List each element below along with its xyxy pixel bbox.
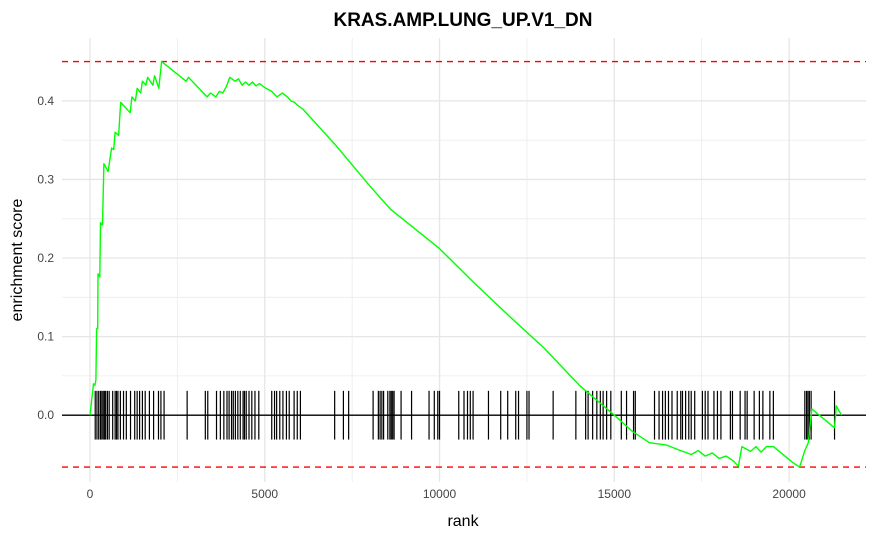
reference-lines xyxy=(62,60,866,468)
x-tick-label: 0 xyxy=(87,487,94,501)
series-layer xyxy=(89,60,843,468)
x-tick-label: 5000 xyxy=(251,487,278,501)
chart-title: KRAS.AMP.LUNG_UP.V1_DN xyxy=(333,10,592,31)
enrichment-score-line xyxy=(89,60,843,468)
tick-labels: 0 5000 10000 15000 20000 0.0 0.1 0.2 0.3 0.4 xyxy=(37,94,806,501)
x-axis-label: rank xyxy=(447,513,479,530)
y-tick-label: 0.1 xyxy=(37,330,54,344)
y-tick-label: 0.0 xyxy=(37,408,54,422)
y-tick-label: 0.2 xyxy=(37,251,54,265)
y-tick-label: 0.4 xyxy=(37,94,54,108)
y-axis-label: enrichment score xyxy=(9,199,26,322)
y-tick-label: 0.3 xyxy=(37,172,54,186)
x-tick-label: 10000 xyxy=(423,487,457,501)
x-tick-label: 15000 xyxy=(598,487,632,501)
x-tick-label: 20000 xyxy=(772,487,806,501)
